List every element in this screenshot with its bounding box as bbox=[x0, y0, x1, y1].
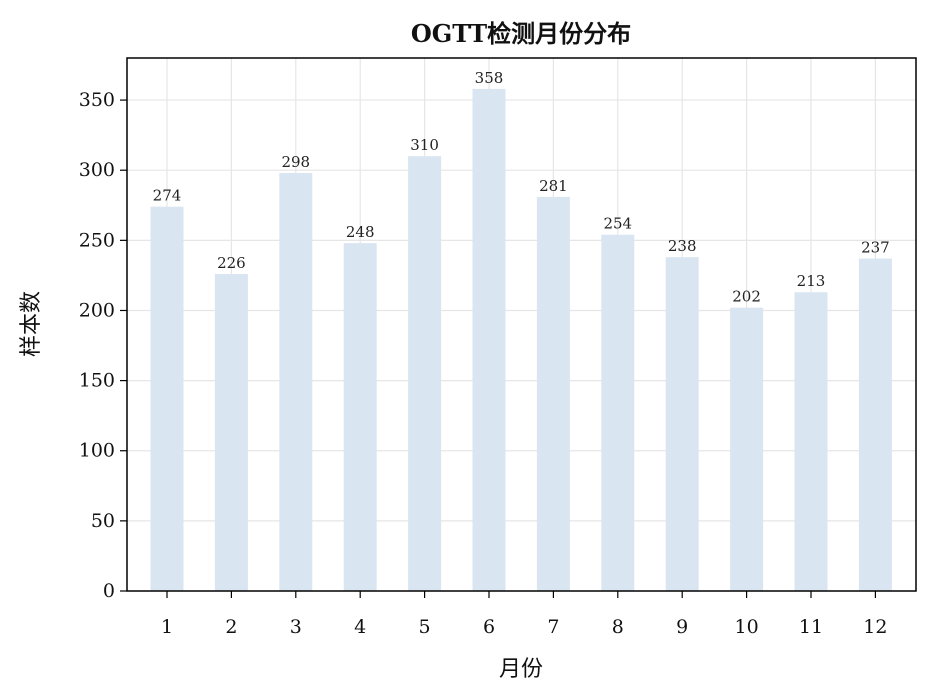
x-axis-label: 月份 bbox=[499, 657, 543, 682]
x-tick-label: 3 bbox=[290, 616, 302, 638]
bar-month-9 bbox=[665, 257, 699, 591]
data-label: 254 bbox=[603, 215, 632, 233]
bar-month-3 bbox=[279, 173, 313, 591]
y-tick-label: 150 bbox=[79, 370, 115, 392]
data-label: 310 bbox=[410, 136, 439, 154]
x-tick-label: 10 bbox=[735, 616, 759, 638]
bars bbox=[150, 88, 892, 592]
x-tick-label: 12 bbox=[863, 616, 887, 638]
bar-month-11 bbox=[794, 292, 828, 591]
data-label: 213 bbox=[797, 272, 826, 290]
x-tick-label: 1 bbox=[161, 616, 173, 638]
y-tick-label: 250 bbox=[79, 229, 115, 251]
x-tick-label: 4 bbox=[354, 616, 366, 638]
bar-month-12 bbox=[858, 258, 892, 591]
bar-month-10 bbox=[730, 307, 764, 591]
chart-title: OGTT检测月份分布 bbox=[411, 19, 631, 48]
x-tick-label: 6 bbox=[483, 616, 495, 638]
data-label: 248 bbox=[346, 223, 375, 241]
bar-month-5 bbox=[408, 156, 442, 591]
bar-month-2 bbox=[214, 274, 248, 591]
data-labels: 274 226 298 248 310 358 281 254 238 202 213 237 bbox=[153, 69, 890, 306]
data-label: 237 bbox=[861, 239, 890, 257]
y-axis: 0 50 100 150 200 250 300 350 bbox=[79, 89, 127, 602]
y-tick-label: 350 bbox=[79, 89, 115, 111]
y-tick-label: 200 bbox=[79, 299, 115, 321]
y-axis-label: 样本数 bbox=[19, 291, 44, 357]
bar-month-4 bbox=[343, 243, 377, 591]
y-tick-label: 50 bbox=[91, 510, 115, 532]
data-label: 238 bbox=[668, 237, 697, 255]
bar-month-7 bbox=[536, 196, 570, 591]
x-tick-label: 11 bbox=[799, 616, 823, 638]
data-label: 358 bbox=[475, 69, 504, 87]
bar-month-8 bbox=[601, 234, 635, 592]
data-label: 274 bbox=[153, 187, 182, 205]
bar-month-1 bbox=[150, 206, 184, 591]
data-label: 298 bbox=[281, 153, 310, 171]
x-tick-label: 2 bbox=[225, 616, 237, 638]
data-label: 202 bbox=[732, 288, 761, 306]
y-tick-label: 300 bbox=[79, 159, 115, 181]
plot-frame bbox=[126, 57, 917, 592]
bar-month-6 bbox=[472, 88, 506, 591]
x-tick-label: 5 bbox=[419, 616, 431, 638]
y-tick-label: 100 bbox=[79, 440, 115, 462]
x-tick-label: 7 bbox=[547, 616, 559, 638]
data-label: 281 bbox=[539, 177, 568, 195]
x-tick-label: 9 bbox=[676, 616, 688, 638]
y-tick-label: 0 bbox=[103, 580, 115, 602]
x-tick-label: 8 bbox=[612, 616, 624, 638]
x-axis: 1 2 3 4 5 6 7 8 9 10 11 12 bbox=[161, 591, 887, 638]
data-label: 226 bbox=[217, 254, 246, 272]
